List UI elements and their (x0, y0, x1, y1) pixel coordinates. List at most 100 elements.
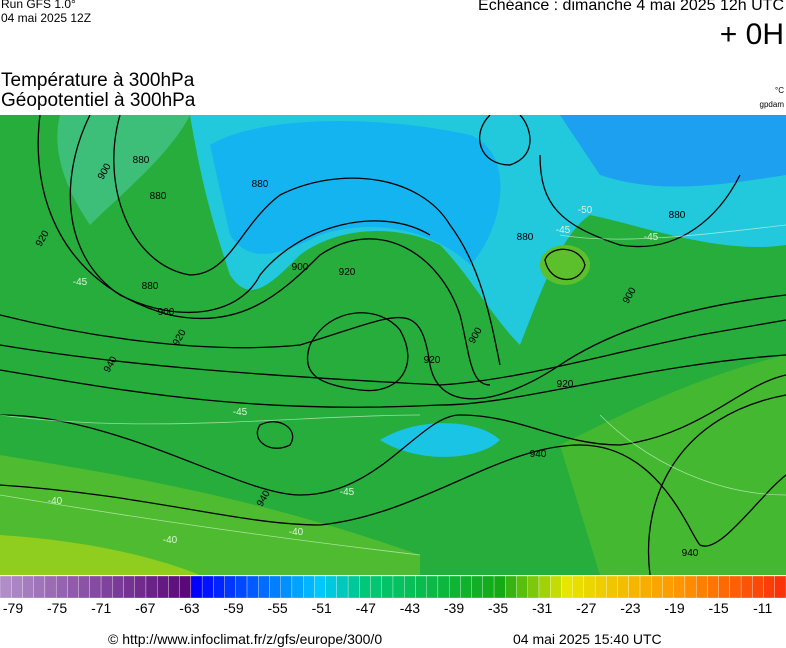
legend-label: -71 (91, 600, 111, 616)
color-swatch (11, 576, 23, 599)
temperature-label: -45 (556, 225, 571, 236)
color-swatch (426, 576, 439, 599)
legend-label: -59 (223, 600, 243, 616)
contour-label: 920 (339, 267, 356, 278)
color-swatch (471, 576, 483, 599)
legend: -79 -75 -71 -67 -63 -59 -55 -51 -47 -43 -39 -35 -31 -… (0, 576, 786, 616)
temperature-contours (0, 224, 786, 556)
temperature-label: -40 (289, 527, 304, 538)
color-swatch (258, 576, 270, 599)
lead-time: + 0H (719, 18, 784, 51)
temperature-label: -45 (340, 487, 355, 498)
legend-label: -63 (179, 600, 199, 616)
legend-label: -43 (400, 600, 420, 616)
color-swatch (325, 576, 338, 599)
legend-label: -67 (135, 600, 155, 616)
color-swatch (145, 576, 158, 599)
legend-label: -23 (620, 600, 640, 616)
color-swatch (246, 576, 259, 599)
color-swatch (662, 576, 674, 599)
color-swatch (201, 576, 214, 599)
color-swatch (314, 576, 326, 599)
legend-label: -51 (312, 600, 332, 616)
legend-label: -15 (708, 600, 728, 616)
color-swatch (0, 576, 12, 599)
legend-label: -27 (576, 600, 596, 616)
color-swatch (359, 576, 371, 599)
legend-label: -31 (532, 600, 552, 616)
title-geopotential: Géopotentiel à 300hPa (1, 90, 196, 111)
color-swatch (55, 576, 68, 599)
run-label: Run GFS 1.0° (1, 0, 76, 11)
color-swatch (392, 576, 405, 599)
color-swatch (639, 576, 652, 599)
color-swatch (370, 576, 382, 599)
color-swatch (303, 576, 315, 599)
color-swatch (774, 576, 786, 599)
color-swatch (752, 576, 764, 599)
color-swatch (112, 576, 124, 599)
cold-area (210, 121, 501, 265)
color-swatch (89, 576, 102, 599)
temperature-label: -50 (578, 205, 593, 216)
color-swatch (44, 576, 57, 599)
warm-area (540, 245, 590, 285)
title-temperature: Température à 300hPa (1, 70, 195, 91)
color-swatch (550, 576, 562, 599)
color-swatch (707, 576, 719, 599)
legend-label: -55 (267, 600, 287, 616)
color-swatch (583, 576, 596, 599)
color-swatch (729, 576, 742, 599)
color-swatch (482, 576, 495, 599)
color-swatch (718, 576, 731, 599)
color-swatch (404, 576, 416, 599)
color-swatch (157, 576, 169, 599)
temperature-label: -40 (48, 496, 63, 507)
source-url: © http://www.infoclimat.fr/z/gfs/europe/… (108, 631, 383, 647)
contour-label: 880 (150, 191, 167, 202)
temperature-label: -45 (73, 277, 88, 288)
temperature-label: -45 (644, 232, 659, 243)
color-swatch (213, 576, 225, 599)
color-swatch (437, 576, 450, 599)
contour-label: 920 (424, 355, 441, 366)
color-swatch (336, 576, 349, 599)
run-date: 04 mai 2025 12Z (1, 11, 92, 25)
contour-label: 920 (557, 379, 574, 390)
contour-label: 880 (669, 210, 686, 221)
color-swatch (684, 576, 697, 599)
cold-area (560, 115, 786, 187)
temperature-label: -45 (233, 407, 248, 418)
cold-area (380, 423, 500, 457)
temp-unit: °C (775, 86, 784, 95)
color-swatch (78, 576, 90, 599)
contour-label: 940 (530, 449, 547, 460)
color-swatch (527, 576, 540, 599)
contour-label: 880 (252, 179, 269, 190)
cold-area (57, 115, 191, 225)
color-swatch (572, 576, 585, 599)
color-swatch (448, 576, 461, 599)
contour-label: 880 (517, 232, 534, 243)
warm-area (0, 535, 200, 575)
contour-label: 880 (142, 281, 159, 292)
color-swatch (505, 576, 517, 599)
color-swatch (651, 576, 663, 599)
geopotential-contours (0, 115, 786, 575)
legend-label: -39 (444, 600, 464, 616)
legend-label: -19 (664, 600, 684, 616)
color-swatch (460, 576, 472, 599)
contour-label: 880 (133, 155, 150, 166)
color-swatch (696, 576, 708, 599)
legend-label: -79 (3, 600, 23, 616)
color-swatch (347, 576, 360, 599)
legend-label: -35 (488, 600, 508, 616)
color-swatch (415, 576, 427, 599)
color-swatch (606, 576, 618, 599)
forecast-time: Echéance : dimanche 4 mai 2025 12h UTC (478, 0, 784, 14)
color-swatch (538, 576, 551, 599)
color-swatch (179, 576, 192, 599)
color-swatch (561, 576, 573, 599)
color-swatch (617, 576, 629, 599)
